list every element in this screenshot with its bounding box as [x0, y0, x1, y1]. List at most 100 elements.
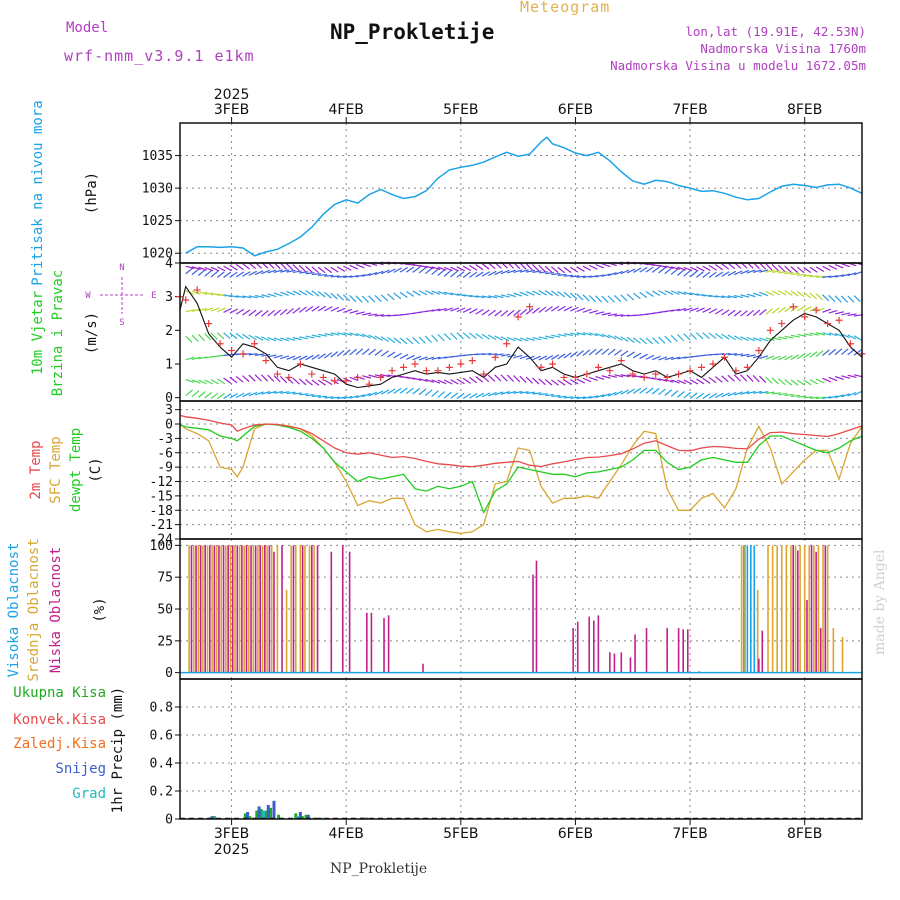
wind-barb	[374, 314, 384, 317]
precip-bar	[294, 813, 298, 819]
wind-barb	[324, 306, 333, 312]
wind-barb	[714, 376, 723, 383]
wind-barb	[330, 396, 340, 400]
wind-barb	[796, 290, 805, 298]
wind-barb	[771, 392, 782, 395]
wind-barb	[469, 393, 478, 399]
wind-barb	[191, 379, 201, 384]
precip-bar	[304, 814, 308, 819]
y-tick-label: 2	[165, 324, 173, 339]
wind-barb	[260, 374, 269, 382]
cloud-unit-label: (%)	[92, 597, 108, 622]
wind-barb	[588, 264, 598, 270]
wind-barb	[765, 337, 775, 341]
wind-barb	[425, 290, 434, 295]
wind-barb	[658, 336, 666, 344]
wind-barb	[191, 290, 201, 295]
wind-barb	[248, 270, 258, 276]
wind-barb	[538, 271, 548, 274]
wind-barb	[822, 332, 832, 336]
wind-barb	[771, 355, 781, 361]
y-tick-label: 75	[157, 571, 173, 586]
wind-barb	[349, 348, 357, 356]
wind-direction-marker	[778, 320, 786, 328]
panel-frame	[179, 262, 863, 402]
wind-barb	[708, 294, 718, 298]
wind-barb	[664, 265, 674, 269]
wind-barb	[450, 266, 459, 272]
wind-barb	[708, 271, 717, 278]
wind-barb	[538, 264, 546, 272]
wind-barb	[803, 396, 813, 399]
pressure-unit-label: (hPa)	[84, 172, 100, 214]
precip-bar	[210, 816, 214, 819]
wind-barb	[582, 265, 592, 271]
wind-barb	[355, 311, 365, 315]
wind-barb	[481, 271, 491, 277]
wind-barb	[632, 337, 641, 344]
wind-barb	[664, 335, 672, 343]
wind-barb	[273, 390, 283, 394]
wind-barb	[443, 379, 453, 385]
wind-barb	[651, 266, 660, 273]
wind-barb	[311, 379, 320, 386]
wind-barb	[355, 394, 365, 399]
wind-barb	[576, 332, 586, 336]
wind-barb	[752, 337, 762, 342]
wind-barb	[796, 379, 806, 386]
wind-barb	[677, 290, 687, 296]
wind-barb	[236, 295, 246, 299]
precip-bar	[248, 816, 252, 819]
wind-barb	[532, 392, 542, 395]
wind-barb	[286, 391, 296, 395]
wind-barb	[670, 266, 680, 270]
wind-barb	[752, 390, 763, 394]
wind-barb	[702, 294, 712, 298]
wind-direction-marker	[296, 360, 304, 368]
wind-barb	[387, 268, 396, 274]
wind-barb	[645, 291, 654, 298]
wind-barb	[311, 354, 320, 360]
wind-barb	[500, 353, 510, 357]
wind-barb	[330, 266, 339, 273]
wind-barb	[368, 348, 376, 356]
wind-barb	[286, 263, 294, 271]
wind-barb	[305, 306, 314, 313]
wind-barb	[652, 377, 662, 381]
wind-barb	[784, 265, 792, 273]
wind-barb	[242, 263, 250, 270]
wind-barb	[298, 290, 308, 296]
wind-barb	[601, 295, 609, 303]
wind-barb	[727, 262, 736, 270]
wind-barb	[280, 337, 290, 342]
wind-barb	[853, 335, 863, 341]
wind-direction-marker	[182, 296, 190, 304]
wind-barb	[393, 267, 402, 273]
wind-barb	[286, 290, 296, 296]
wind-barb	[519, 375, 527, 384]
wind-barb	[670, 379, 680, 384]
wind-barb	[759, 291, 769, 297]
wind-direction-marker	[193, 286, 201, 294]
wind-barb	[399, 266, 409, 273]
wind-barb	[456, 392, 465, 400]
wind-barb	[362, 263, 371, 268]
y-tick-label: 0	[165, 418, 173, 433]
wind-barb	[595, 274, 605, 278]
wind-barb	[235, 271, 245, 278]
wind-barb	[374, 390, 384, 396]
wind-barb	[847, 295, 855, 303]
wind-barb	[620, 269, 630, 275]
wind-barb	[778, 355, 787, 361]
wind-barb	[349, 275, 359, 278]
wind-barb	[759, 355, 769, 360]
wind-barb	[210, 292, 220, 297]
wind-barb	[374, 349, 383, 356]
wind-barb	[374, 270, 384, 276]
wind-barb	[702, 307, 712, 313]
wind-barb	[671, 356, 681, 361]
wind-barb	[393, 352, 402, 359]
wind-barb	[538, 355, 548, 361]
wind-direction-marker	[354, 373, 362, 381]
